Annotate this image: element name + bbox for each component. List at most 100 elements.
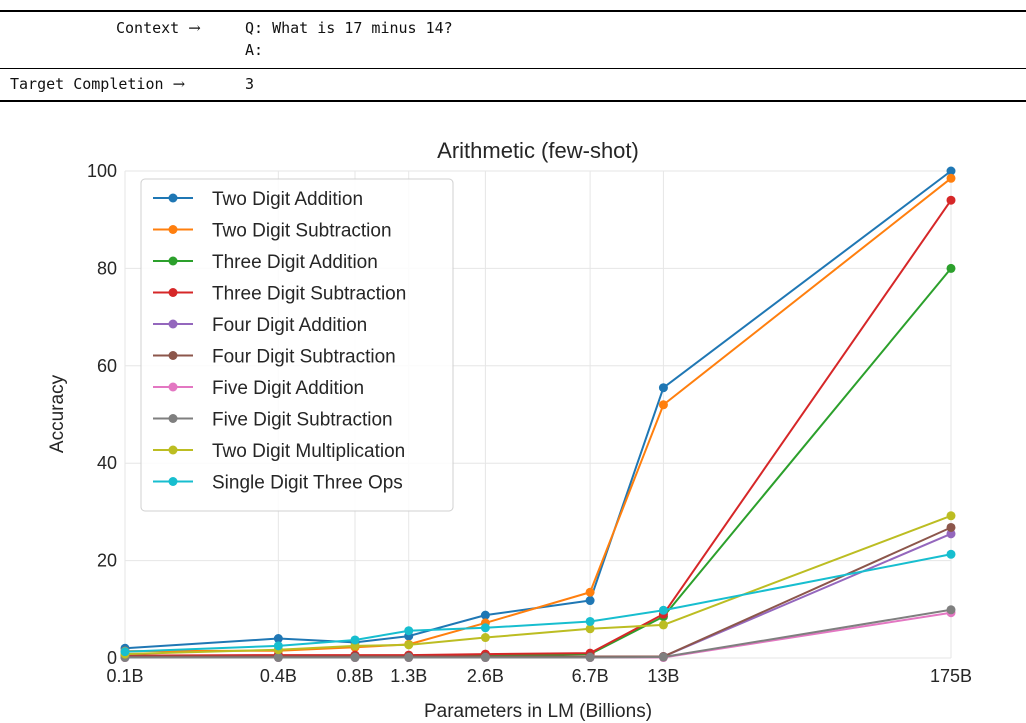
legend-item: Four Digit Addition: [153, 315, 367, 336]
legend-marker: [168, 288, 178, 297]
data-point: [946, 166, 956, 176]
y-tick-label: 100: [87, 161, 117, 181]
series-8: [120, 511, 956, 659]
legend-label: Two Digit Subtraction: [212, 221, 392, 242]
legend-label: Three Digit Subtraction: [212, 284, 406, 305]
series-line: [124, 170, 952, 650]
data-point: [585, 624, 595, 634]
legend-marker: [168, 414, 178, 423]
target-label-cell: Target Completion →: [10, 75, 185, 93]
data-point: [946, 529, 956, 539]
x-tick-label: 0.1B: [106, 666, 143, 686]
target-arrow: →: [172, 75, 186, 93]
legend-item: Four Digit Subtraction: [153, 347, 396, 368]
data-point: [658, 620, 668, 630]
legend-marker: [168, 351, 178, 360]
legend-label: Two Digit Multiplication: [212, 441, 405, 462]
data-point: [480, 610, 490, 620]
table-bottom-rule: [0, 100, 1026, 102]
legend-item: Five Digit Subtraction: [153, 410, 393, 431]
legend-marker: [168, 319, 178, 329]
legend-label: Three Digit Addition: [212, 252, 378, 273]
table-top-rule: [0, 10, 1026, 12]
legend-label: Four Digit Subtraction: [212, 347, 396, 368]
table-mid-rule: [0, 68, 1026, 69]
legend-marker: [168, 256, 178, 266]
data-point: [946, 522, 956, 532]
y-tick-label: 60: [97, 356, 117, 376]
legend-box: [140, 178, 454, 512]
context-line-answer: A:: [245, 41, 264, 59]
data-point: [658, 383, 668, 393]
data-point: [658, 605, 668, 615]
legend-label: Four Digit Addition: [212, 315, 367, 336]
data-point: [404, 640, 414, 650]
data-point: [946, 549, 956, 559]
x-tick-label: 13B: [647, 666, 679, 686]
data-point: [480, 623, 490, 633]
data-point: [350, 653, 360, 663]
x-tick-label: 175B: [930, 666, 972, 686]
data-point: [585, 653, 595, 663]
data-point: [946, 173, 956, 183]
legend-marker: [168, 477, 178, 486]
data-point: [120, 647, 130, 657]
x-tick-label: 2.6B: [467, 666, 504, 686]
y-tick-label: 40: [97, 453, 117, 473]
x-axis-label: Parameters in LM (Billions): [424, 701, 652, 722]
ticks: 0.1B 0.4B 0.8B 1.3B 2.6B 6.7B 13B 175B 0 20 40 60 80…: [87, 161, 972, 686]
legend-item: Five Digit Addition: [153, 378, 364, 399]
prompt-example-table: Context → Q: What is 17 minus 14? A: Tar…: [0, 0, 1026, 103]
y-tick-label: 80: [97, 258, 117, 278]
legend-label: Five Digit Subtraction: [212, 410, 393, 431]
series-line: [124, 199, 952, 657]
data-point: [480, 653, 490, 663]
series-line: [124, 553, 952, 653]
legend-label: Two Digit Addition: [212, 189, 363, 210]
y-axis-label: Accuracy: [47, 374, 68, 453]
data-point: [273, 641, 283, 651]
arithmetic-chart: 0.1B 0.4B 0.8B 1.3B 2.6B 6.7B 13B 175B 0 20 40 60 80…: [47, 138, 972, 722]
legend: Two Digit Addition Two Digit Subtraction T…: [140, 178, 454, 512]
legend-marker: [168, 445, 178, 455]
chart-title: Arithmetic (few-shot): [437, 138, 639, 163]
legend-item: Three Digit Subtraction: [153, 284, 406, 305]
data-point: [585, 596, 595, 606]
data-point: [946, 195, 956, 205]
series-layer: [120, 166, 956, 663]
legend-item: Three Digit Addition: [153, 252, 378, 273]
data-point: [273, 653, 283, 663]
legend-label: Single Digit Three Ops: [212, 473, 403, 494]
data-point: [946, 263, 956, 273]
series-line: [125, 608, 952, 659]
y-tick-label: 0: [107, 648, 117, 668]
data-point: [585, 587, 595, 597]
y-tick-label: 20: [97, 551, 117, 571]
data-point: [404, 626, 414, 636]
series-line: [124, 514, 952, 656]
series-9: [120, 549, 956, 657]
legend-label: Five Digit Addition: [212, 378, 364, 399]
legend-item: Two Digit Subtraction: [153, 221, 392, 242]
data-point: [273, 634, 283, 644]
data-point: [480, 633, 490, 643]
data-point: [350, 635, 360, 645]
x-tick-label: 0.4B: [260, 666, 297, 686]
legend-item: Single Digit Three Ops: [153, 473, 403, 494]
data-point: [404, 653, 414, 663]
x-tick-label: 6.7B: [572, 666, 609, 686]
series-line: [124, 177, 952, 653]
target-value: 3: [245, 75, 255, 93]
target-label: Target Completion: [10, 75, 164, 93]
legend-marker: [168, 382, 178, 392]
data-point: [658, 652, 668, 662]
legend-item: Two Digit Multiplication: [153, 441, 405, 462]
context-line-question: Q: What is 17 minus 14?: [245, 19, 453, 37]
legend-marker: [168, 225, 178, 234]
data-point: [585, 616, 595, 626]
x-tick-label: 0.8B: [337, 666, 374, 686]
legend-item: Two Digit Addition: [153, 189, 363, 210]
data-point: [946, 605, 956, 615]
data-point: [946, 511, 956, 521]
x-tick-label: 1.3B: [390, 666, 427, 686]
